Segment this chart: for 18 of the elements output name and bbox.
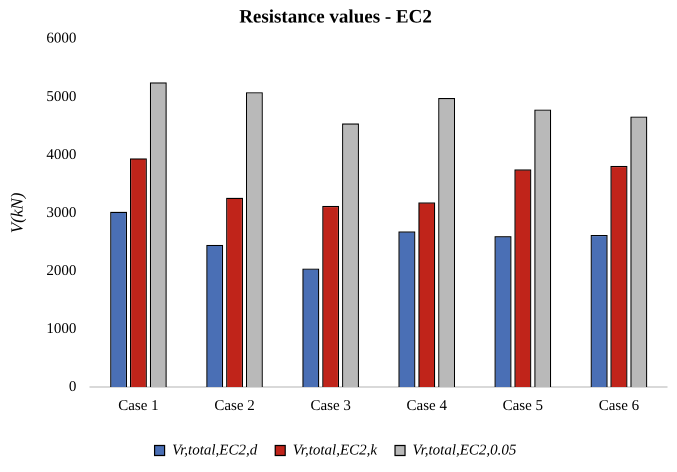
- x-tick-label: Case 5: [502, 398, 544, 414]
- x-tick-label: Case 4: [406, 398, 448, 414]
- x-tick-label: Case 6: [598, 398, 640, 414]
- y-tick-label: 1000: [46, 320, 76, 337]
- legend-label: Vr,total,EC2,d: [172, 442, 258, 458]
- x-tick-label: Case 1: [118, 398, 159, 414]
- x-tick-label: Case 3: [310, 398, 351, 414]
- y-tick-label: 0: [68, 378, 76, 395]
- y-tick-label: 6000: [46, 30, 76, 47]
- y-axis-title: V(kN): [8, 192, 27, 234]
- legend-label: Vr,total,EC2,0.05: [412, 442, 517, 458]
- legend-label: Vr,total,EC2,k: [292, 442, 378, 458]
- y-tick-label: 5000: [46, 88, 76, 105]
- y-tick-label: 2000: [46, 262, 76, 279]
- x-tick-label: Case 2: [214, 398, 255, 414]
- chart-title: Resistance values - EC2: [239, 6, 432, 28]
- y-tick-label: 3000: [46, 204, 76, 221]
- y-tick-label: 4000: [46, 146, 76, 163]
